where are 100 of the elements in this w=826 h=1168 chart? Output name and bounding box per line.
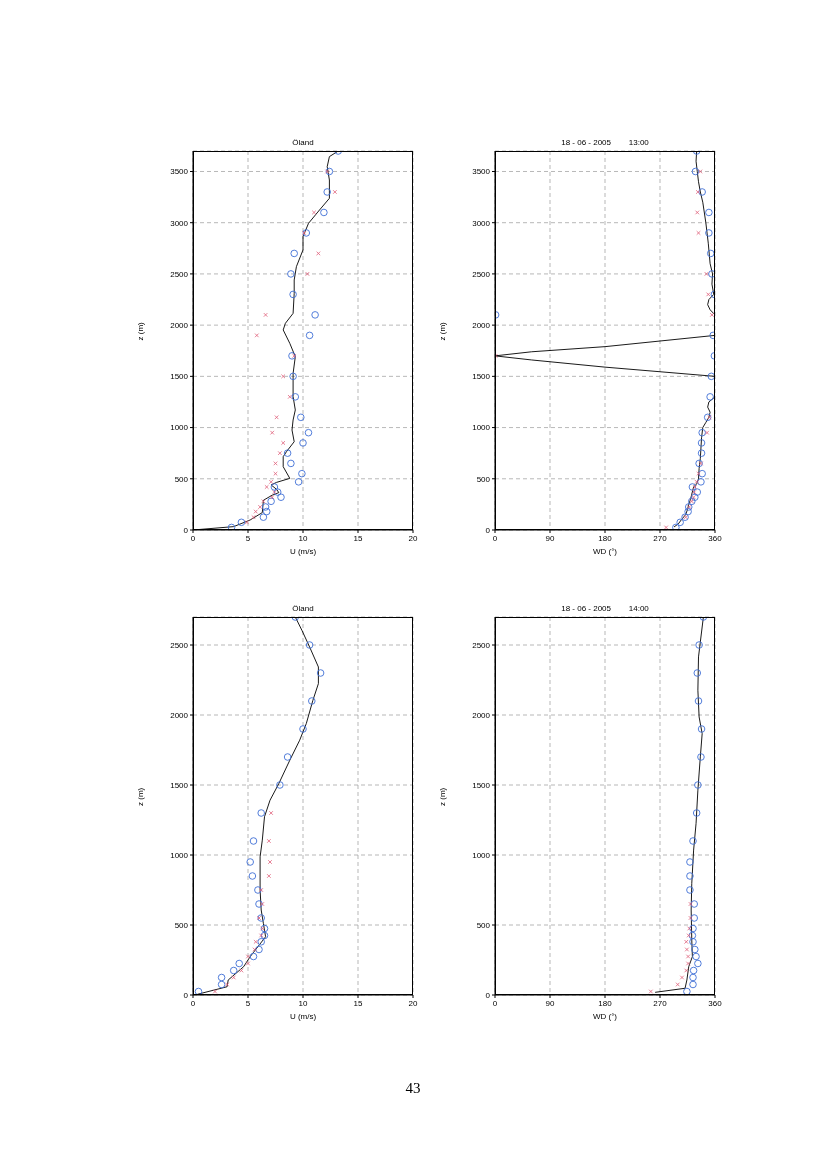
x-tick-label: 0 bbox=[492, 533, 498, 543]
x-axis-title: WD (°) bbox=[592, 1012, 618, 1021]
point bbox=[304, 428, 313, 437]
point bbox=[260, 931, 269, 940]
point bbox=[323, 188, 331, 196]
y-tick-label: 3000 bbox=[472, 218, 491, 228]
point bbox=[281, 374, 286, 379]
point bbox=[283, 753, 292, 761]
point bbox=[709, 312, 715, 318]
point bbox=[257, 504, 263, 510]
chart-title: 18 - 06 - 2005 13:00 bbox=[560, 138, 650, 148]
point bbox=[688, 915, 693, 921]
point bbox=[254, 333, 259, 338]
x-tick-label: 0 bbox=[190, 998, 196, 1008]
x-axis-title: U (m/s) bbox=[289, 547, 317, 556]
point bbox=[692, 484, 698, 490]
point bbox=[689, 938, 697, 946]
point bbox=[694, 697, 703, 705]
x-tick-label: 180 bbox=[598, 998, 613, 1008]
point bbox=[212, 989, 218, 994]
point bbox=[217, 973, 226, 982]
y-tick-label: 2000 bbox=[170, 710, 189, 720]
point bbox=[294, 478, 303, 486]
point bbox=[696, 230, 701, 236]
y-tick-label: 500 bbox=[476, 920, 491, 930]
point bbox=[695, 210, 700, 215]
point bbox=[246, 858, 254, 866]
y-tick-label: 0 bbox=[183, 990, 189, 1000]
point bbox=[697, 753, 705, 761]
point bbox=[325, 169, 330, 174]
point bbox=[704, 430, 710, 435]
point bbox=[696, 471, 701, 476]
y-tick-label: 1500 bbox=[170, 372, 189, 382]
y-axis-title: z (m) bbox=[437, 787, 447, 806]
point bbox=[697, 439, 706, 447]
point bbox=[693, 488, 702, 496]
x-tick-label: 270 bbox=[653, 998, 668, 1008]
chart-title: 18 - 06 - 2005 14:00 bbox=[560, 604, 650, 614]
point bbox=[290, 249, 298, 258]
point bbox=[691, 167, 700, 176]
chart-title: Öland bbox=[291, 138, 315, 148]
point bbox=[686, 933, 691, 938]
point bbox=[698, 428, 706, 437]
point bbox=[257, 809, 265, 817]
y-axis-title: z (m) bbox=[135, 321, 145, 341]
point bbox=[287, 270, 295, 278]
point bbox=[332, 189, 338, 195]
point bbox=[694, 781, 702, 789]
point bbox=[685, 961, 691, 966]
point bbox=[689, 837, 697, 845]
point bbox=[707, 415, 712, 420]
point bbox=[697, 449, 706, 457]
y-tick-label: 2000 bbox=[472, 320, 491, 330]
point bbox=[255, 945, 263, 954]
point bbox=[311, 311, 319, 319]
x-tick-label: 20 bbox=[408, 533, 418, 543]
point bbox=[692, 489, 697, 495]
point bbox=[684, 507, 692, 516]
x-tick-label: 360 bbox=[708, 533, 723, 543]
point bbox=[689, 966, 698, 975]
point bbox=[266, 838, 272, 844]
y-tick-label: 2000 bbox=[170, 320, 189, 330]
point bbox=[253, 509, 258, 514]
point bbox=[305, 331, 314, 340]
y-tick-label: 500 bbox=[476, 474, 491, 484]
point bbox=[316, 669, 325, 677]
point bbox=[689, 973, 697, 982]
point bbox=[302, 229, 311, 237]
x-tick-label: 270 bbox=[653, 533, 668, 543]
point bbox=[703, 413, 712, 422]
x-tick-label: 0 bbox=[190, 533, 196, 543]
point bbox=[698, 469, 706, 478]
y-axis-title: z (m) bbox=[135, 787, 145, 806]
point bbox=[274, 415, 279, 420]
point bbox=[648, 989, 654, 994]
point bbox=[235, 959, 243, 968]
x-axis-title: U (m/s) bbox=[289, 1012, 317, 1021]
y-tick-label: 2500 bbox=[170, 269, 189, 279]
point bbox=[690, 900, 698, 908]
point bbox=[229, 966, 238, 975]
point bbox=[244, 520, 250, 525]
point bbox=[686, 886, 694, 894]
point bbox=[259, 933, 264, 938]
point bbox=[257, 938, 265, 946]
point bbox=[267, 497, 275, 506]
point bbox=[291, 393, 300, 401]
point bbox=[689, 924, 697, 933]
point bbox=[283, 449, 292, 457]
y-tick-label: 2500 bbox=[472, 640, 491, 650]
point bbox=[679, 975, 685, 980]
point bbox=[707, 372, 715, 381]
point bbox=[305, 271, 310, 277]
point bbox=[237, 518, 246, 527]
point bbox=[685, 954, 691, 959]
y-tick-label: 1000 bbox=[472, 850, 491, 860]
point bbox=[708, 270, 715, 278]
point bbox=[308, 697, 316, 705]
x-tick-label: 10 bbox=[298, 998, 308, 1008]
point bbox=[260, 901, 265, 907]
y-tick-label: 3000 bbox=[170, 218, 189, 228]
